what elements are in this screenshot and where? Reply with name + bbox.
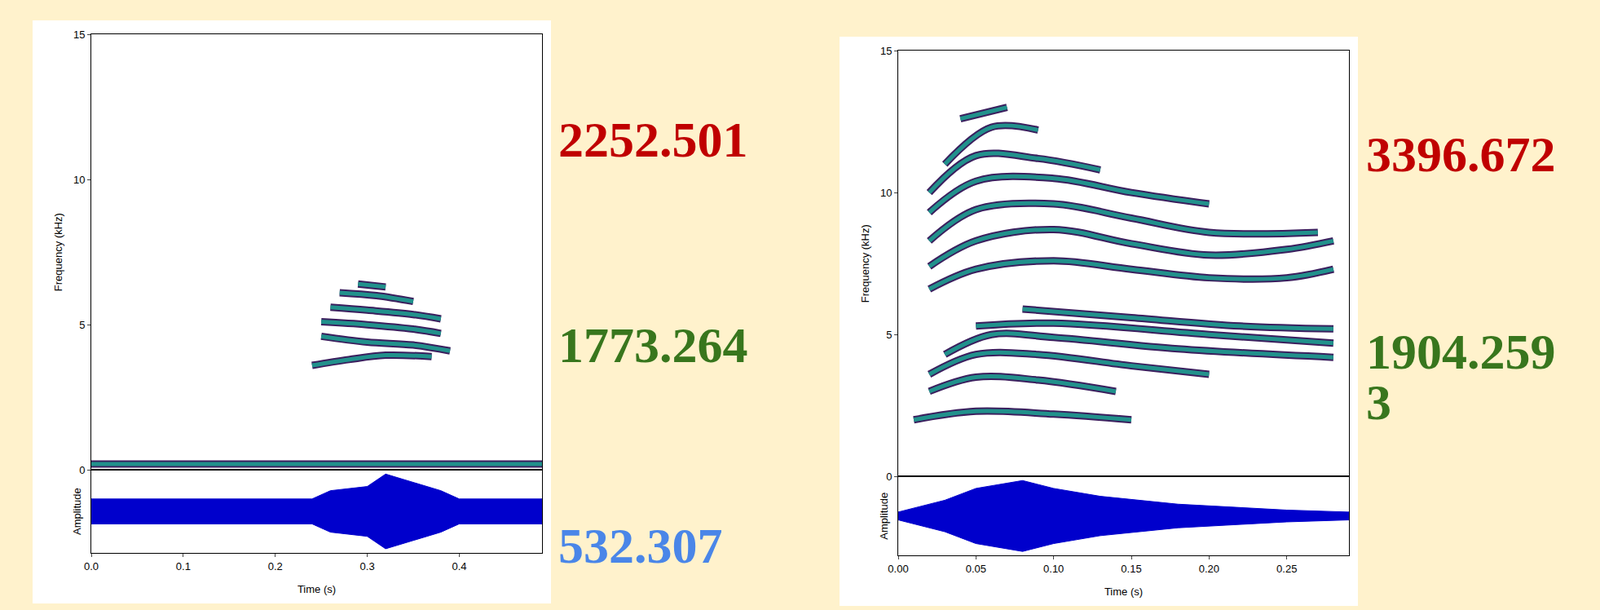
svg-text:0.3: 0.3 [360,559,375,573]
svg-text:15: 15 [73,28,85,41]
svg-text:Amplitude: Amplitude [70,487,84,535]
svg-text:0.0: 0.0 [83,559,99,573]
svg-text:Time (s): Time (s) [297,582,336,596]
svg-text:0.10: 0.10 [1043,562,1064,575]
svg-text:Time (s): Time (s) [1104,585,1143,598]
svg-text:Amplitude: Amplitude [877,492,891,540]
svg-text:0.20: 0.20 [1198,562,1220,575]
svg-text:5: 5 [885,328,892,341]
svg-text:0.25: 0.25 [1276,562,1297,575]
html-text:3396.672: 3396.672 [1366,126,1556,182]
svg-text:5: 5 [79,318,85,331]
svg-text:10: 10 [880,186,892,199]
svg-text:0.15: 0.15 [1120,562,1142,575]
svg-text:Frequency (kHz): Frequency (kHz) [859,224,872,303]
svg-text:0.4: 0.4 [451,559,467,573]
svg-text:10: 10 [73,173,85,186]
svg-text:0.1: 0.1 [176,559,191,573]
html-text:532.307: 532.307 [558,517,723,574]
svg-text:0: 0 [885,470,892,483]
svg-text:0.2: 0.2 [268,559,283,573]
html-text:2252.501: 2252.501 [558,111,748,168]
svg-text:0: 0 [79,463,85,477]
html-text:1904.2593: 1904.2593 [1366,323,1556,430]
svg-text:Frequency (kHz): Frequency (kHz) [52,212,65,291]
svg-text:15: 15 [880,44,892,58]
svg-text:0.05: 0.05 [965,562,987,575]
svg-text:0.00: 0.00 [887,562,908,575]
html-text:1773.264: 1773.264 [558,317,748,373]
